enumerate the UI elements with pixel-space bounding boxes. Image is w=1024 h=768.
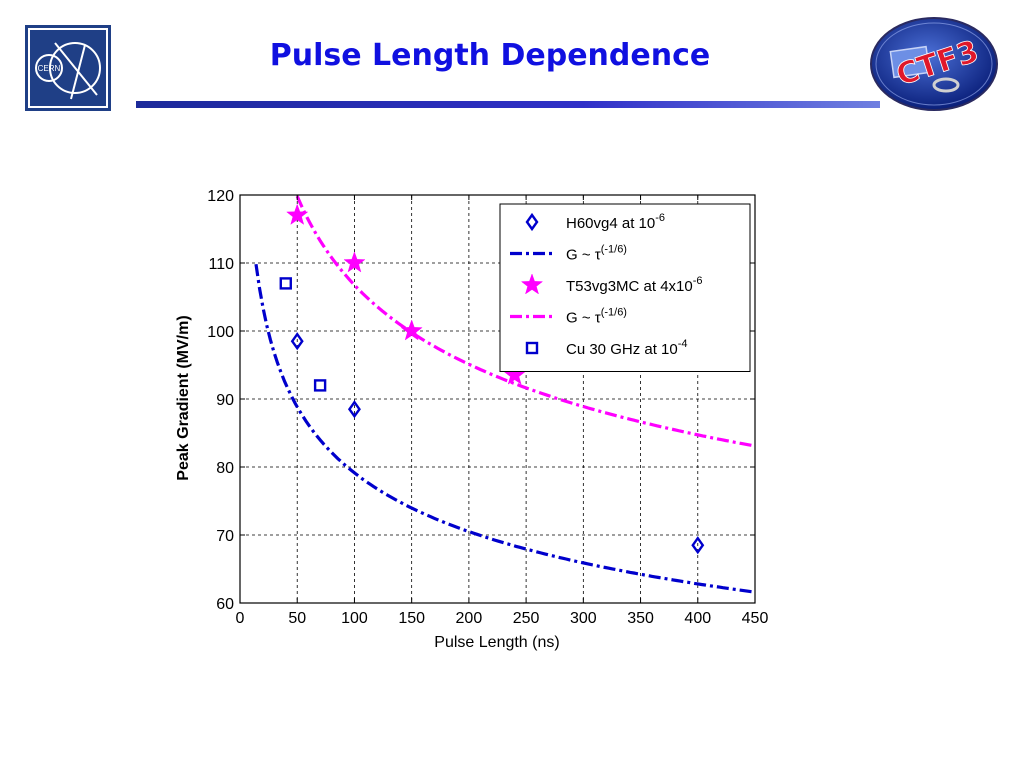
data-point-2-1	[343, 251, 366, 273]
data-point-4-0	[279, 277, 292, 290]
ctf3-logo: CTF3	[870, 17, 998, 111]
x-tick-label: 100	[341, 610, 368, 627]
x-tick-label: 450	[742, 610, 769, 627]
page-title: Pulse Length Dependence	[269, 38, 711, 73]
legend-label-superscript: -6	[693, 275, 703, 287]
cern-logo: CERN	[25, 25, 111, 111]
y-tick-label: 110	[208, 256, 234, 273]
y-axis-label: Peak Gradient (MV/m)	[175, 315, 192, 480]
legend-label-superscript: (-1/6)	[601, 244, 627, 256]
legend-swatch-4	[525, 341, 539, 355]
data-point-0-1	[347, 400, 361, 419]
legend-label-0: H60vg4 at 10-6	[566, 212, 665, 232]
x-tick-label: 50	[288, 610, 306, 627]
fit-curves	[254, 195, 756, 594]
legend-label-superscript: (-1/6)	[601, 307, 627, 319]
legend: H60vg4 at 10-6G ~ τ(-1/6)T53vg3MC at 4x1…	[499, 203, 751, 372]
title-underline	[136, 101, 880, 108]
x-tick-label: 200	[456, 610, 483, 627]
data-point-0-2	[691, 536, 705, 555]
legend-label-4: Cu 30 GHz at 10-4	[566, 338, 688, 358]
data-markers	[279, 203, 705, 555]
x-tick-label: 350	[627, 610, 654, 627]
legend-swatch-2	[520, 273, 544, 295]
x-tick-label: 400	[684, 610, 711, 627]
y-tick-label: 70	[216, 528, 234, 545]
fit-curve-1	[254, 263, 756, 594]
legend-label-2: T53vg3MC at 4x10-6	[566, 275, 703, 295]
y-tick-label: 80	[216, 460, 234, 477]
legend-label-superscript: -4	[678, 338, 688, 350]
y-tick-label: 120	[207, 188, 234, 205]
legend-swatch-0	[525, 212, 539, 232]
y-tick-label: 90	[216, 392, 234, 409]
x-tick-label: 150	[398, 610, 425, 627]
plot-frame	[239, 194, 756, 604]
legend-box	[499, 203, 751, 372]
data-point-0-0	[290, 332, 304, 351]
x-tick-label: 0	[236, 610, 245, 627]
data-point-4-1	[313, 379, 327, 392]
data-point-2-2	[400, 319, 423, 341]
data-point-2-0	[286, 203, 309, 225]
x-tick-label: 300	[570, 610, 597, 627]
y-tick-label: 60	[216, 596, 234, 613]
legend-label-superscript: -6	[655, 212, 665, 224]
x-axis-label: Pulse Length (ns)	[434, 634, 559, 651]
pulse-length-chart: 0 50 100 150 200 250 300 350 400 450 60 70 80 90 100 11…	[175, 188, 768, 651]
fit-curve-3	[295, 195, 756, 448]
axes: 0 50 100 150 200 250 300 350 400 450 60 70 80 90 100 11…	[207, 188, 768, 627]
x-tick-label: 250	[513, 610, 540, 627]
cern-logo-text: CERN	[38, 64, 61, 73]
y-tick-label: 100	[207, 324, 234, 341]
